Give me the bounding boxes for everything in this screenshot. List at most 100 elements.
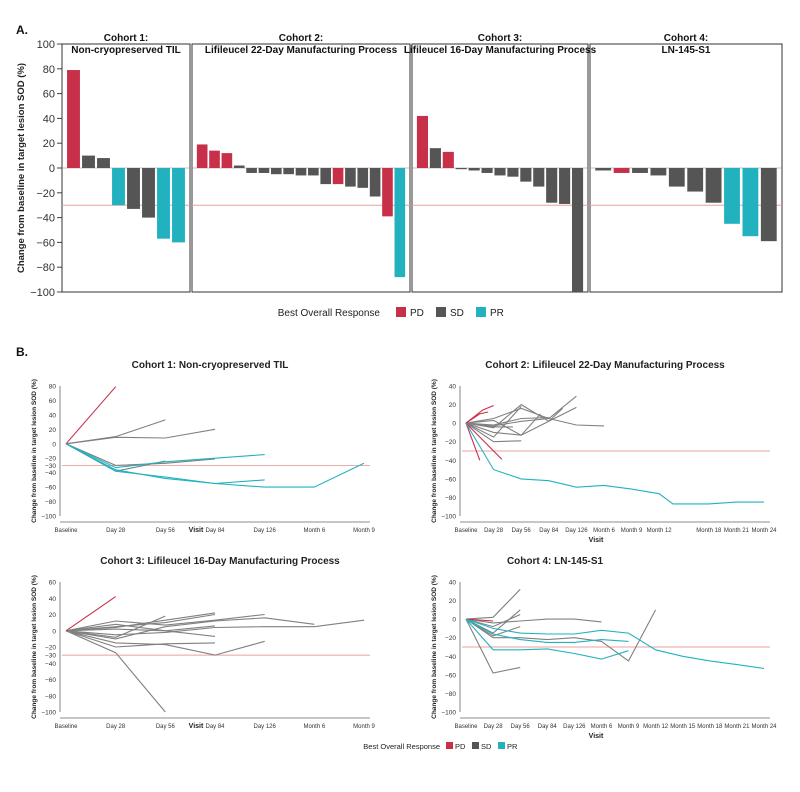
waterfall-cohort-title: Cohort 2:: [279, 33, 323, 44]
legend-a-label: PR: [490, 308, 504, 319]
spider-x-tick: Month 9: [618, 724, 640, 730]
waterfall-bar: [494, 168, 506, 176]
waterfall-y-tick: −100: [30, 287, 55, 299]
spider-y-label: Change from baseline in target lesion SO…: [431, 575, 438, 719]
spider-x-tick: Month 6: [303, 528, 325, 534]
spider-x-tick: Month 9: [353, 724, 375, 730]
waterfall-bar: [442, 151, 454, 168]
spider-y-tick: −80: [45, 693, 56, 700]
spider-series-line: [65, 623, 216, 632]
legend-a-label: SD: [450, 308, 464, 319]
spider-series-line: [465, 422, 522, 443]
spider-x-tick: Day 56: [512, 528, 532, 534]
waterfall-bar: [209, 150, 220, 168]
spider-series-line: [465, 613, 521, 628]
legend-a-swatch: [396, 307, 406, 317]
spider-x-tick: Day 28: [484, 724, 504, 730]
spider-panel-title: Cohort 3: Lifileucel 16-Day Manufacturin…: [100, 556, 340, 567]
legend-b-label: PR: [507, 742, 518, 751]
waterfall-bar: [546, 168, 558, 203]
waterfall-bar: [112, 168, 125, 206]
waterfall-cohort-subtitle: Lifileucel 16-Day Manufacturing Process: [404, 45, 597, 56]
waterfall-bar: [429, 148, 441, 168]
spider-panel-title: Cohort 4: LN-145-S1: [507, 556, 604, 567]
legend-b-swatch: [472, 742, 479, 749]
spider-series-line: [65, 613, 265, 632]
spider-x-tick: Day 56: [511, 724, 531, 730]
spider-series-line: [465, 618, 602, 624]
spider-series-line: [65, 628, 216, 637]
spider-series-line: [465, 618, 494, 622]
spider-series-line: [65, 612, 216, 632]
spider-x-tick: Day 84: [539, 528, 559, 534]
waterfall-bar: [308, 168, 319, 176]
spider-x-tick: Month 18: [696, 528, 722, 534]
spider-y-tick: 0: [452, 421, 456, 428]
spider-series-line: [465, 618, 765, 669]
waterfall-bar: [270, 168, 282, 175]
spider-y-tick: −20: [45, 645, 56, 652]
spider-y-tick: 80: [49, 384, 57, 391]
waterfall-bar: [507, 168, 519, 177]
waterfall-bar: [320, 168, 332, 185]
spider-y-tick: 20: [49, 427, 57, 434]
spider-x-tick: Day 28: [484, 528, 504, 534]
spider-y-tick: −40: [45, 661, 56, 668]
waterfall-cohort-title: Cohort 1:: [104, 33, 148, 44]
spider-y-tick: 0: [52, 441, 56, 448]
spider-x-label: Visit: [189, 527, 204, 534]
spider-series-line: [65, 630, 166, 713]
waterfall-bar: [760, 168, 777, 242]
waterfall-bar: [369, 168, 381, 197]
spider-x-tick: Month 9: [621, 528, 643, 534]
spider-y-tick: 20: [449, 598, 457, 605]
spider-series-line: [465, 618, 629, 660]
spider-y-tick: −30: [45, 463, 56, 470]
spider-x-tick: Month 21: [724, 724, 750, 730]
legend-a-label: PD: [410, 308, 424, 319]
spider-y-tick: −80: [445, 691, 456, 698]
spider-y-tick: −80: [445, 495, 456, 502]
spider-x-tick: Month 21: [724, 528, 750, 534]
spider-y-label: Change from baseline in target lesion SO…: [31, 575, 38, 719]
spider-panel-title: Cohort 2: Lifileucel 22-Day Manufacturin…: [485, 360, 725, 371]
spider-y-tick: −100: [41, 710, 56, 717]
spider-x-tick: Baseline: [54, 528, 78, 534]
waterfall-bar: [650, 168, 667, 176]
waterfall-bar: [394, 168, 406, 278]
waterfall-bar: [632, 168, 648, 173]
waterfall-bar: [595, 168, 612, 171]
waterfall-y-tick: −60: [36, 237, 55, 249]
spider-y-tick: 40: [49, 596, 57, 603]
spider-series-line: [65, 443, 265, 485]
spider-y-tick: −60: [45, 485, 56, 492]
spider-x-tick: Month 18: [697, 724, 723, 730]
spider-series-line: [465, 618, 521, 674]
spider-series-line: [465, 618, 629, 643]
waterfall-cohort-subtitle: Non-cryopreserved TIL: [71, 45, 180, 56]
waterfall-bar: [82, 155, 95, 168]
spider-x-tick: Day 84: [538, 724, 558, 730]
waterfall-bar: [127, 168, 140, 209]
waterfall-y-tick: 80: [43, 64, 55, 76]
waterfall-bar: [221, 153, 233, 168]
panel-b-label: B.: [16, 345, 28, 359]
waterfall-bar: [295, 168, 307, 176]
spider-x-tick: Day 56: [156, 528, 176, 534]
waterfall-bar: [481, 168, 493, 173]
waterfall-bar: [246, 168, 257, 173]
legend-b-swatch: [498, 742, 505, 749]
spider-y-tick: −100: [441, 514, 456, 521]
spider-x-tick: Month 9: [353, 528, 375, 534]
waterfall-y-tick: −80: [36, 262, 55, 274]
waterfall-y-tick: 0: [49, 163, 55, 175]
spider-y-tick: −60: [445, 476, 456, 483]
legend-b-label: SD: [481, 742, 492, 751]
spider-series-line: [65, 386, 117, 445]
spider-x-tick: Month 12: [643, 724, 669, 730]
spider-x-tick: Day 126: [563, 724, 586, 730]
legend-a-title: Best Overall Response: [278, 308, 381, 319]
spider-y-tick: 60: [49, 580, 57, 587]
waterfall-bar: [416, 115, 429, 168]
spider-series-line: [465, 411, 489, 424]
